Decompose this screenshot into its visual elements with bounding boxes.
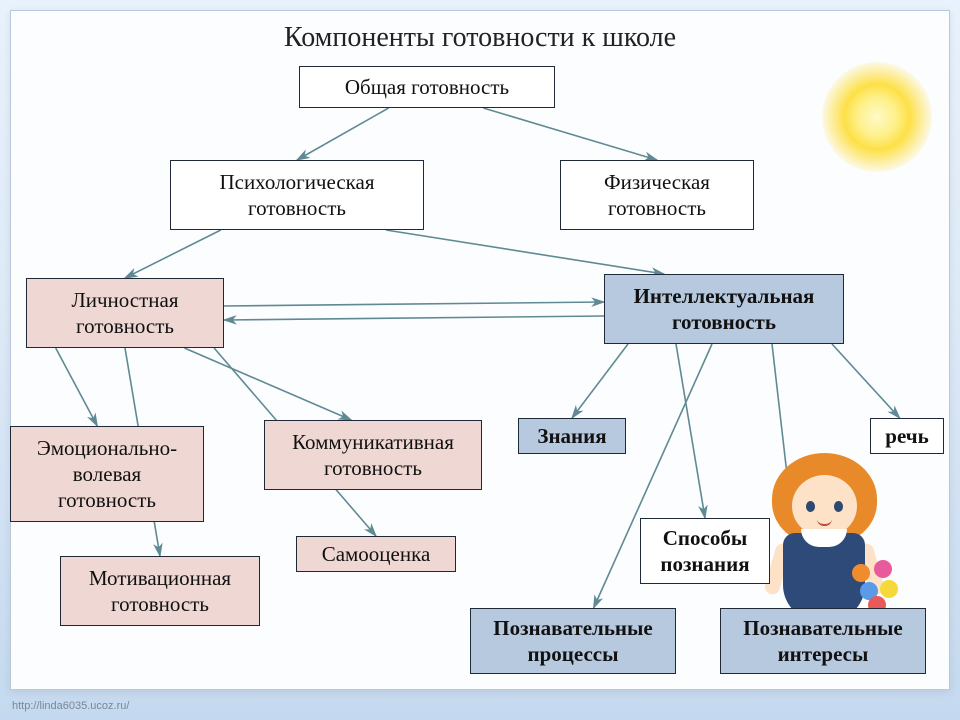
edge-psych-intellect [386, 230, 664, 274]
node-speech: речь [870, 418, 944, 454]
node-methods: Способыпознания [640, 518, 770, 584]
node-motiv: Мотивационнаяготовность [60, 556, 260, 626]
node-emovol: Эмоционально-волеваяготовность [10, 426, 204, 522]
node-general: Общая готовность [299, 66, 555, 108]
edge-psych-personal [125, 230, 221, 278]
edge-personal-emovol [56, 348, 98, 426]
node-cogint: Познавательныеинтересы [720, 608, 926, 674]
edge-intellect-speech [832, 344, 900, 418]
node-commun: Коммуникативнаяготовность [264, 420, 482, 490]
node-personal: Личностнаяготовность [26, 278, 224, 348]
node-psych: Психологическаяготовность [170, 160, 424, 230]
node-phys: Физическаяготовность [560, 160, 754, 230]
edge-general-phys [483, 108, 657, 160]
node-selfesteem: Самооценка [296, 536, 456, 572]
page-title: Компоненты готовности к школе [0, 22, 960, 54]
edge-intellect-personal [224, 316, 604, 320]
edge-general-psych [297, 108, 389, 160]
edge-personal-intellect [224, 302, 604, 306]
node-knowledge: Знания [518, 418, 626, 454]
node-cogproc: Познавательныепроцессы [470, 608, 676, 674]
node-intellect: Интеллектуальнаяготовность [604, 274, 844, 344]
edge-intellect-knowledge [572, 344, 628, 418]
